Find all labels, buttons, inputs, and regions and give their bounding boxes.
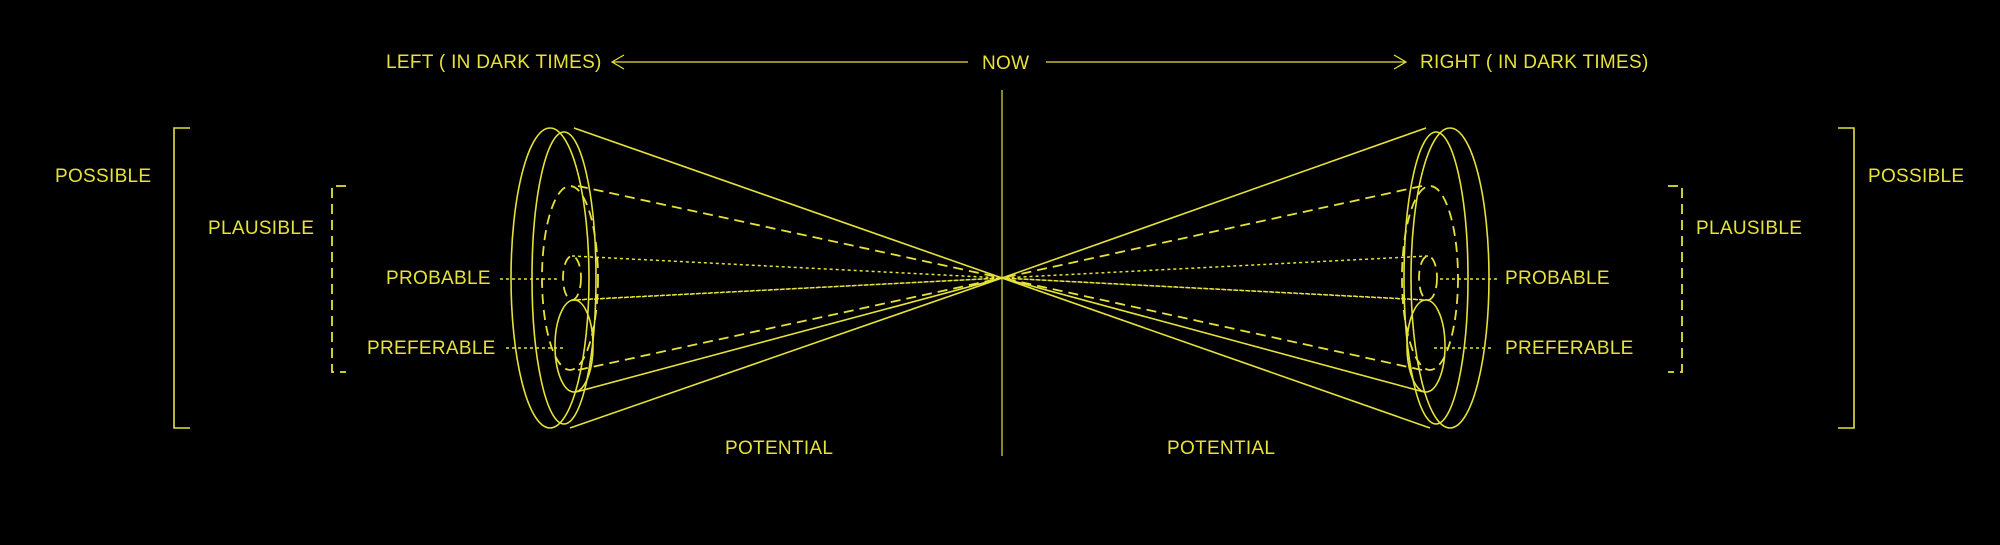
right-probable-bottom-edge: [1002, 278, 1428, 300]
left-possible-bracket: [174, 128, 190, 428]
right-probable-label: PROBABLE: [1505, 268, 1610, 289]
right-probable-ellipse: [1419, 256, 1437, 300]
left-possible-inner-ellipse: [532, 132, 596, 424]
left-plausible-ellipse: [542, 186, 598, 370]
left-preferable-label: PREFERABLE: [367, 338, 496, 359]
left-possible-label: POSSIBLE: [55, 166, 152, 187]
left-plausible-label: PLAUSIBLE: [208, 218, 315, 239]
left-cone: [511, 128, 1002, 428]
left-direction-label: LEFT ( IN DARK TIMES): [386, 52, 602, 73]
left-potential-label: POTENTIAL: [725, 438, 834, 459]
left-preferable-top-edge: [576, 278, 1002, 300]
right-potential-label: POTENTIAL: [1167, 438, 1276, 459]
left-plausible-bottom-edge: [578, 278, 1002, 370]
left-plausible-bracket: [332, 186, 346, 372]
right-plausible-bracket: [1668, 186, 1682, 372]
right-possible-ellipse: [1411, 128, 1489, 428]
right-possible-label: POSSIBLE: [1868, 166, 1965, 187]
left-arrow: [612, 55, 968, 69]
left-preferable-bottom-edge: [576, 278, 1002, 392]
left-possible-bottom-edge: [570, 278, 1002, 428]
left-possible-top-edge: [574, 128, 1002, 278]
left-possible-ellipse: [511, 128, 589, 428]
left-preferable-ellipse: [555, 300, 593, 392]
right-plausible-top-edge: [1002, 186, 1422, 278]
right-possible-bracket: [1838, 128, 1854, 428]
right-possible-bottom-edge: [1002, 278, 1430, 428]
right-preferable-bottom-edge: [1002, 278, 1424, 392]
right-direction-label: RIGHT ( IN DARK TIMES): [1420, 52, 1649, 73]
right-plausible-ellipse: [1402, 186, 1458, 370]
right-preferable-top-edge: [1002, 278, 1424, 300]
left-probable-top-edge: [572, 256, 1002, 278]
right-plausible-label: PLAUSIBLE: [1696, 218, 1803, 239]
right-possible-top-edge: [1002, 128, 1426, 278]
left-plausible-top-edge: [578, 186, 1002, 278]
right-possible-inner-ellipse: [1404, 132, 1468, 424]
right-arrow: [1046, 55, 1406, 69]
left-probable-label: PROBABLE: [386, 268, 491, 289]
right-plausible-bottom-edge: [1002, 278, 1422, 370]
right-probable-top-edge: [1002, 256, 1428, 278]
now-label: NOW: [982, 53, 1030, 74]
left-probable-ellipse: [563, 256, 581, 300]
right-preferable-label: PREFERABLE: [1505, 338, 1634, 359]
right-preferable-ellipse: [1407, 300, 1445, 392]
right-cone: [1002, 128, 1489, 428]
